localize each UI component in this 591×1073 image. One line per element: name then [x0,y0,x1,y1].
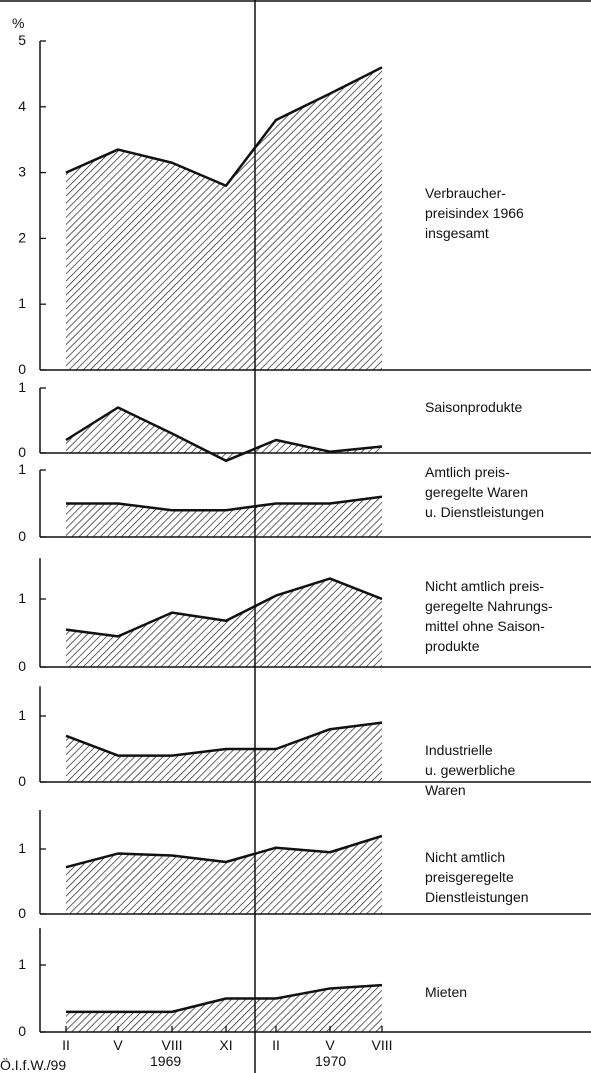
area-fill [66,836,382,914]
series-label: produkte [425,638,480,654]
y-tick-label: 3 [18,164,26,180]
y-tick-label: 0 [18,658,26,674]
series-label: Nicht amtlich preis- [425,578,544,594]
series-label: mittel ohne Saison- [425,618,545,634]
y-tick-label: 0 [18,361,26,377]
area-fill [66,496,382,537]
area-fill [66,985,382,1032]
y-tick-label: 1 [18,956,26,972]
y-tick-label: 4 [18,98,26,114]
area-fill [66,67,382,370]
series-label: Verbraucher- [425,185,506,201]
series-label: insgesamt [425,225,489,241]
y-tick-label: 1 [18,295,26,311]
line [66,983,383,1014]
y-tick-label: 0 [18,528,26,544]
y-tick-label: 5 [18,32,26,48]
x-tick-label: VIII [371,1037,392,1053]
y-tick-label: 1 [18,590,26,606]
y-tick-label: 0 [18,905,26,921]
x-tick-label: V [325,1037,335,1053]
y-tick-label: 2 [18,229,26,245]
y-tick-label: 1 [18,840,26,856]
y-unit: % [12,15,24,31]
y-tick-label: 1 [18,379,26,395]
series-label: Dienstleistungen [425,889,529,905]
area-fill [66,578,382,667]
x-tick-label: VIII [161,1037,182,1053]
x-tick-label: II [272,1037,280,1053]
series-label: u. Dienstleistungen [425,504,544,520]
series-label: geregelte Waren [425,484,528,500]
line [65,721,383,757]
series-label: Mieten [425,984,467,1000]
year-label: 1969 [150,1053,181,1069]
y-tick-label: 0 [18,1023,26,1039]
area-fill [66,722,382,782]
line [66,495,383,512]
series-label: geregelte Nahrungs- [425,598,553,614]
line [65,406,383,463]
y-tick-label: 1 [18,707,26,723]
year-label: 1970 [315,1053,346,1069]
series-label: preisgeregelte [425,869,514,885]
x-tick-label: II [62,1037,70,1053]
source: Ö.I.f.W./99 [0,1056,66,1073]
line [65,66,383,188]
line [65,834,383,869]
series-label: Saisonprodukte [425,399,523,415]
series-label: Amtlich preis- [425,464,510,480]
series-label: preisindex 1966 [425,205,524,221]
y-tick-label: 0 [18,444,26,460]
series-label: Nicht amtlich [425,849,505,865]
line [65,577,383,638]
series-label: u. gewerbliche [425,762,515,778]
y-tick-label: 0 [18,773,26,789]
series-label: Waren [425,782,466,798]
x-tick-label: XI [219,1037,232,1053]
x-tick-label: V [113,1037,123,1053]
y-tick-label: 1 [18,461,26,477]
series-label: Industrielle [425,742,493,758]
